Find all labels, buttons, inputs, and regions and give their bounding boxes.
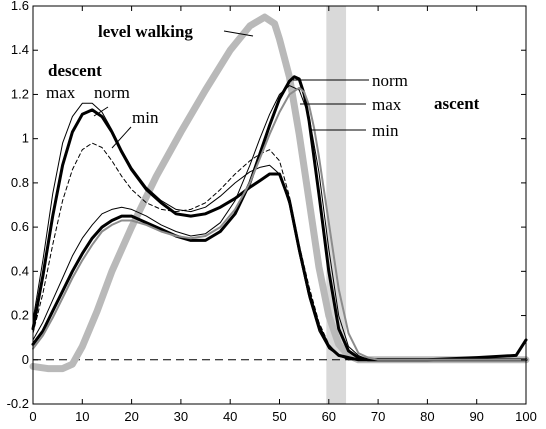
label-ascent-min: min — [372, 121, 399, 140]
leader-descent-norm — [93, 106, 109, 117]
y-tick-label: 0 — [22, 352, 29, 367]
label-descent-max: max — [46, 83, 76, 102]
label-ascent-max: max — [372, 95, 402, 114]
x-tick-label: 0 — [29, 409, 36, 424]
y-tick-label: 0.4 — [11, 263, 29, 278]
series-layer — [29, 13, 530, 373]
x-tick-label: 10 — [75, 409, 89, 424]
x-tick-label: 90 — [469, 409, 483, 424]
y-tick-label: 0.8 — [11, 175, 29, 190]
x-tick-label: 60 — [322, 409, 336, 424]
x-tick-label: 30 — [174, 409, 188, 424]
label-descent: descent — [48, 61, 102, 80]
leader-level-walking — [223, 30, 254, 37]
series-line-descent-max — [32, 102, 527, 361]
y-tick-label: 1.4 — [11, 42, 29, 57]
series-line-ascent-min — [32, 86, 527, 361]
axis-ticks: 0 10 20 30 40 50 60 70 80 90 100-0.200.20.40.60.81… — [7, 0, 537, 424]
x-tick-label: 40 — [223, 409, 237, 424]
y-tick-label: 0.6 — [11, 219, 29, 234]
y-tick-label: 1.2 — [11, 86, 29, 101]
series-line-level-walking — [29, 13, 530, 373]
x-tick-label: 50 — [272, 409, 286, 424]
series-line-descent-norm — [31, 108, 528, 362]
label-descent-min: min — [132, 108, 159, 127]
leader-descent-min — [111, 126, 132, 149]
label-descent-norm: norm — [94, 83, 130, 102]
x-tick-label: 80 — [420, 409, 434, 424]
x-tick-label: 70 — [371, 409, 385, 424]
series-line-descent-min — [32, 142, 527, 361]
plot-frame — [32, 5, 527, 405]
y-tick-label: 1.6 — [11, 0, 29, 13]
y-tick-label: 0.2 — [11, 308, 29, 323]
label-ascent: ascent — [434, 94, 480, 113]
series-line-ascent-max — [32, 85, 527, 361]
label-level-walking: level walking — [98, 22, 193, 41]
x-tick-label: 100 — [515, 409, 537, 424]
x-tick-label: 20 — [124, 409, 138, 424]
y-tick-label: -0.2 — [7, 396, 29, 411]
label-ascent-norm: norm — [372, 71, 408, 90]
y-tick-label: 1 — [22, 131, 29, 146]
series-line-ascent-norm — [31, 75, 528, 362]
